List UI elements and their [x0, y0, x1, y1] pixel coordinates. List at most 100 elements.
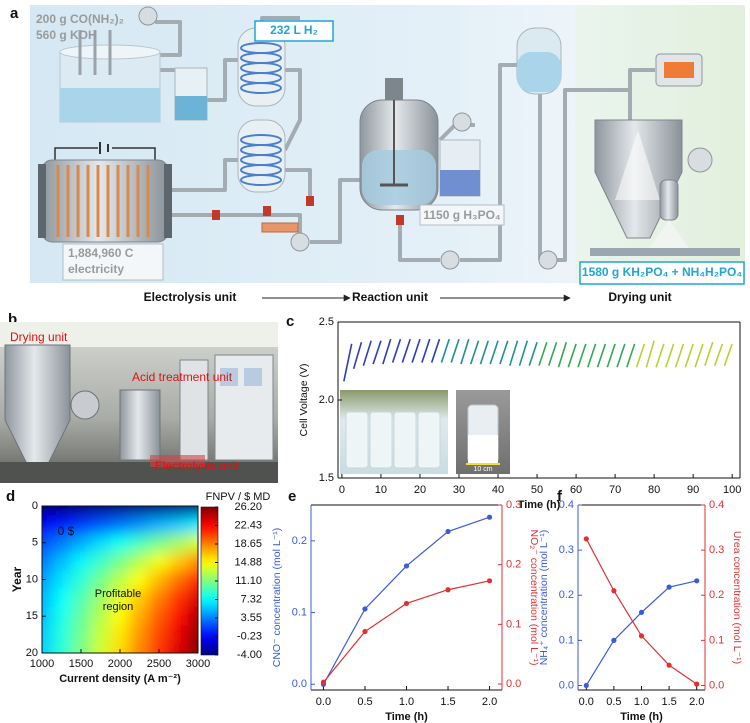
heatmap-cell	[51, 551, 72, 571]
heatmap-cell	[71, 533, 92, 553]
y-axis-title: CNO⁻ concentration (mol L⁻¹)	[271, 528, 283, 667]
x-tick-label: 0	[339, 484, 345, 496]
h2-label: 232 L H₂	[270, 23, 318, 37]
y-tick-label: 10	[26, 573, 38, 585]
line-chart: 0.0 0.5 1.0 1.5 2.0 0.0 0.1 0.2 0.3 0.4 0.0 0.1 0.2 0…	[538, 499, 743, 723]
heatmap-cell	[71, 515, 92, 535]
series-line	[322, 580, 490, 683]
heatmap-cell	[129, 515, 150, 535]
y2-tick-label: 0.1	[709, 634, 724, 646]
inset-photos-part-part	[393, 411, 417, 469]
heatmap-cell	[90, 570, 111, 590]
contour-label: 0 $	[58, 524, 75, 538]
series-line	[440, 338, 538, 366]
heatmap-cell	[51, 570, 72, 590]
heatmap-cell	[90, 551, 111, 571]
inset-photos	[340, 390, 510, 474]
y2-axis-title: NO₂⁻ concentration (mol L⁻¹)	[528, 530, 540, 666]
process-diagram-part: a	[10, 5, 19, 22]
heatmap-cells	[42, 506, 198, 653]
y-tick-label: 0.3	[559, 544, 574, 556]
y-tick-label: 20	[26, 647, 38, 659]
valves-and-pumps-part	[263, 206, 271, 216]
beaker-part	[175, 96, 207, 120]
series-line	[538, 342, 636, 368]
y-tick-label: 0.2	[292, 535, 307, 547]
heatmap-cell	[42, 625, 53, 645]
unit-label: Electrolysis unit	[144, 290, 237, 304]
pipes-part	[283, 68, 302, 151]
y2-tick-label: 0.2	[506, 559, 521, 571]
heatmap-cell	[110, 551, 131, 571]
colorbar-tick-label: 14.88	[234, 556, 262, 568]
heatmap-cell	[90, 643, 111, 653]
x-tick-label: 2.0	[689, 696, 704, 708]
acid-beaker-part	[440, 170, 480, 196]
data-point	[583, 536, 589, 542]
heatmap-cell	[51, 607, 72, 626]
colorbar-tick-label: 7.32	[241, 593, 262, 605]
valves-and-pumps	[212, 112, 558, 270]
heatmap-cell	[42, 588, 53, 608]
electrolyzer-part	[38, 164, 46, 238]
heatmap-cell	[90, 515, 111, 535]
y-tick-label: 2.0	[319, 394, 334, 406]
pipes-part	[460, 63, 518, 262]
heatmap-cell	[149, 625, 170, 645]
y2-tick-label: 0.0	[709, 679, 724, 691]
y2-tick-label: 0.2	[709, 589, 724, 601]
photo-label: Electrolysis unit	[155, 459, 239, 473]
x-axis-title: Time (h)	[518, 499, 561, 511]
pipes-part	[285, 168, 312, 205]
pipes-part	[310, 178, 362, 244]
line-chart: 0 10 20 30 40 50 60 70 80 90 100 1.5 2.0 2.5 Time (h) C…	[298, 316, 742, 511]
heatmap-cell	[42, 643, 53, 653]
x-tick-label: 3000	[186, 658, 210, 670]
heatmap-cell	[90, 506, 111, 516]
charge-label: 1,884,960 C	[68, 246, 134, 260]
heatmap-cell	[188, 643, 198, 653]
data-point	[694, 681, 700, 687]
x-axis-title: Current density (A m⁻²)	[59, 673, 181, 685]
data-point	[638, 633, 645, 639]
data-point	[611, 588, 617, 594]
feed-tank-part	[60, 88, 160, 122]
heatmap-cell	[71, 625, 92, 645]
heatmap-cell	[168, 607, 189, 626]
feed-label: 560 g KOH	[36, 28, 97, 42]
heatmap-cell	[129, 588, 150, 608]
heatmap-cell	[51, 625, 72, 645]
inset-photos-part-part	[417, 411, 441, 469]
heatmap-cell	[42, 506, 53, 516]
colorbar-tick-label: -0.23	[237, 630, 262, 642]
y-tick-label: 1.5	[319, 472, 334, 484]
reactor	[359, 78, 439, 211]
x-tick-label: 20	[414, 484, 426, 496]
pipes-part	[170, 158, 238, 192]
heatmap-cell	[90, 607, 111, 626]
x-tick-label: 90	[687, 484, 699, 496]
heatmap-cell	[168, 588, 189, 608]
x-tick-label: 0.0	[579, 696, 594, 708]
heatmap-cell	[129, 551, 150, 571]
charge-box	[62, 243, 164, 281]
y-tick-label: 0.2	[559, 589, 574, 601]
heatmap-cell	[129, 533, 150, 553]
data-point	[445, 528, 451, 535]
data-point	[666, 584, 672, 590]
x-tick-label: 1500	[69, 658, 93, 670]
region-label: region	[103, 601, 134, 613]
inset-label: 10 cm	[473, 466, 492, 473]
inset-photos-part-part	[345, 411, 369, 469]
x-tick-label: 100	[723, 484, 741, 496]
heatmap-cell	[51, 515, 72, 535]
y2-tick-label: 0.1	[506, 618, 521, 630]
x-tick-label: 1.0	[399, 696, 414, 708]
x-axis-title: Time (h)	[620, 711, 663, 723]
unit-label: Drying unit	[608, 290, 671, 304]
y-axis-title: NH₄⁺ concentration (mol L⁻¹)	[538, 530, 550, 666]
condenser-part	[240, 174, 282, 186]
electrolyzer-part	[54, 147, 98, 160]
x-axis-title: Time (h)	[385, 711, 428, 723]
